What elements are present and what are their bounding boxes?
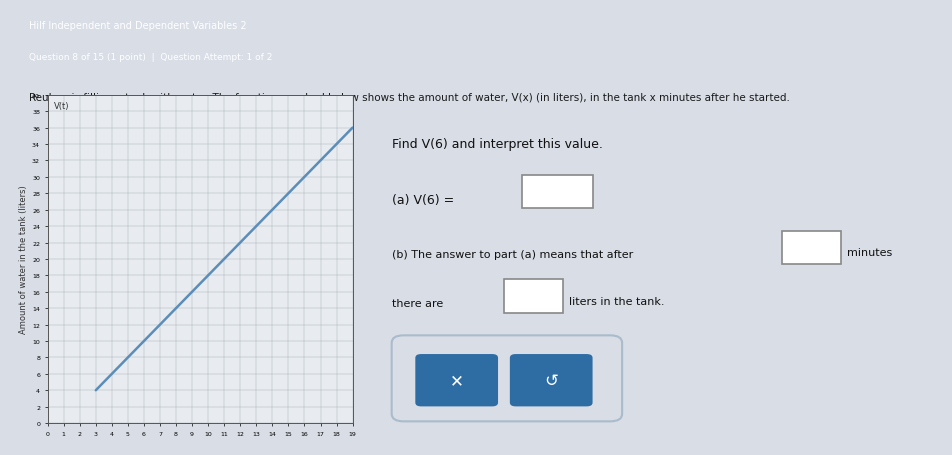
- FancyBboxPatch shape: [504, 280, 563, 313]
- Text: Hilf Independent and Dependent Variables 2: Hilf Independent and Dependent Variables…: [29, 20, 246, 30]
- Text: Find V(6) and interpret this value.: Find V(6) and interpret this value.: [391, 138, 602, 151]
- Text: ✕: ✕: [449, 371, 463, 389]
- FancyBboxPatch shape: [781, 231, 840, 265]
- Text: liters in the tank.: liters in the tank.: [568, 297, 664, 306]
- Text: V(t): V(t): [53, 102, 69, 111]
- Text: Reuben is filling a tank with water. The function graphed below shows the amount: Reuben is filling a tank with water. The…: [29, 93, 788, 103]
- Y-axis label: Amount of water in the tank (liters): Amount of water in the tank (liters): [19, 185, 28, 334]
- FancyBboxPatch shape: [509, 354, 592, 406]
- FancyBboxPatch shape: [415, 354, 498, 406]
- Text: Question 8 of 15 (1 point)  |  Question Attempt: 1 of 2: Question 8 of 15 (1 point) | Question At…: [29, 53, 271, 62]
- Text: there are: there are: [391, 298, 443, 308]
- Text: (b) The answer to part (a) means that after: (b) The answer to part (a) means that af…: [391, 250, 632, 260]
- Text: minutes: minutes: [845, 248, 891, 258]
- FancyBboxPatch shape: [521, 175, 592, 209]
- Text: ↺: ↺: [544, 371, 558, 389]
- Text: (a) V(6) =: (a) V(6) =: [391, 194, 458, 207]
